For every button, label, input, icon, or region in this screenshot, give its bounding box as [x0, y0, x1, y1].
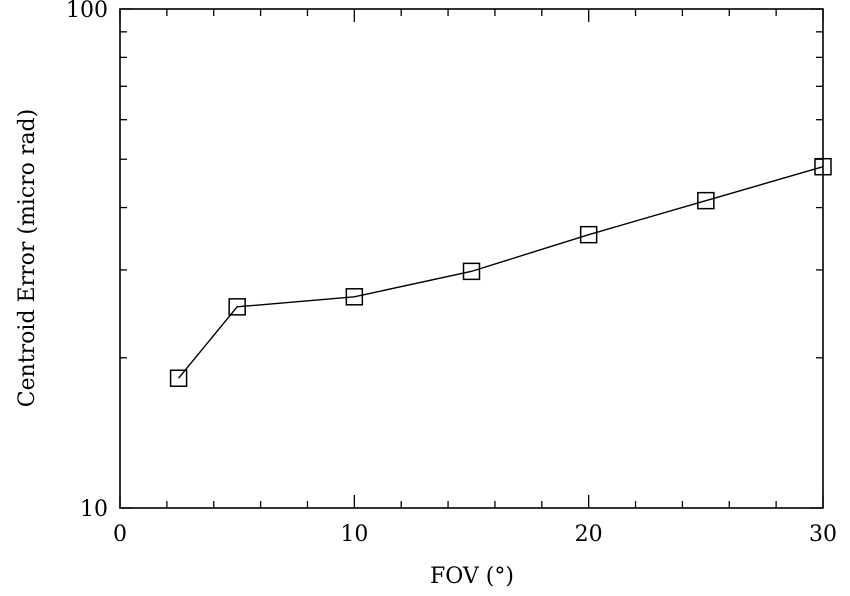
axis-ticks: [119, 8, 824, 509]
x-tick-label: 30: [809, 522, 837, 547]
series-group: [169, 157, 832, 387]
x-tick-label: 10: [340, 522, 368, 547]
data-point-marker: [579, 225, 598, 244]
y-tick-label: 100: [66, 0, 108, 23]
y-axis-title: Centroid Error (micro rad): [15, 109, 40, 407]
data-point-marker: [169, 369, 188, 387]
series-line: [178, 166, 824, 379]
x-tick-label: 0: [113, 522, 127, 547]
y-tick-label: 10: [80, 497, 108, 522]
data-point-marker: [462, 262, 481, 281]
data-point-marker: [345, 288, 364, 306]
x-axis-title: FOV (°): [430, 564, 514, 589]
data-point-marker: [814, 157, 832, 176]
x-tick-label: 20: [575, 522, 603, 547]
plot-frame: [119, 8, 824, 509]
data-point-marker: [228, 298, 246, 316]
data-point-marker: [697, 191, 715, 210]
